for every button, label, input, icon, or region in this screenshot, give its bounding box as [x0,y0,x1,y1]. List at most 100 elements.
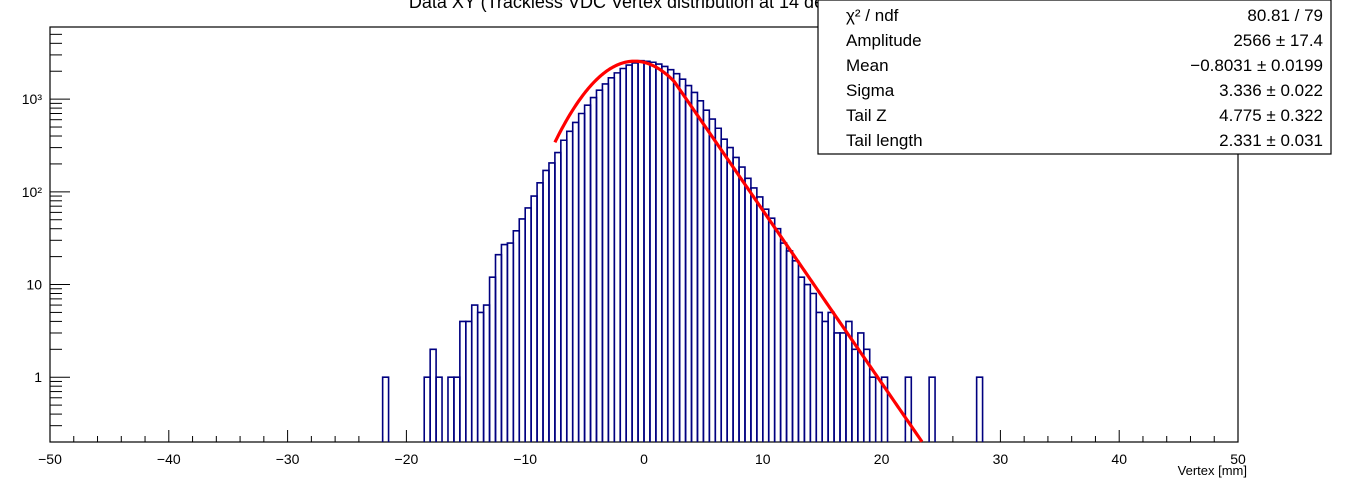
histogram-bin [536,182,544,442]
histogram-bin [577,112,586,442]
histogram-bin [744,177,752,442]
histogram-bin [381,376,390,442]
stats-value: 2566 ± 17.4 [1233,31,1323,50]
histogram-bin [631,62,639,442]
histogram-bin [708,118,717,442]
histogram-bin [429,348,437,442]
histogram-bin [643,60,651,442]
histogram-bin [560,139,568,442]
x-tick-label: 0 [640,451,648,467]
histogram-bin [702,109,711,442]
histogram-bin [750,187,758,442]
histogram-bin [839,332,847,442]
histogram-bin [880,376,889,442]
histogram-bin [815,311,823,442]
histogram-bin [447,376,455,442]
histogram-bin [773,227,782,442]
histogram-bin [453,376,461,442]
histogram-bin [494,253,503,442]
histogram-bin [637,59,645,442]
histogram-bin [928,376,936,442]
histogram-bin [738,166,746,442]
y-tick-label: 1 [34,369,42,385]
histogram-bin [762,208,770,442]
histogram-bin [821,320,829,442]
histogram-bin [672,72,681,442]
histogram-bin [500,243,509,442]
x-tick-label: 30 [993,451,1009,467]
histogram-bin [696,99,705,442]
histogram-bin [661,65,669,442]
y-tick-label: 10³ [22,91,43,107]
histogram-bin [649,61,657,442]
histogram-bin [423,376,431,442]
x-tick-label: 20 [874,451,890,467]
histogram-bin [435,376,443,442]
histogram-bin [827,311,835,442]
stats-label: Sigma [846,81,895,100]
histogram-bin [868,376,877,442]
histogram-bin [554,151,562,442]
histogram-bin [779,242,788,442]
stats-label: Tail length [846,131,923,150]
histogram-bin [975,376,984,442]
histogram-bin [756,196,764,442]
histogram-bin [488,276,497,442]
y-tick-label: 10² [22,184,43,200]
histogram-bin [583,104,592,442]
stats-value: 3.336 ± 0.022 [1219,81,1323,100]
stats-value: 80.81 / 79 [1247,6,1323,25]
stats-value: 4.775 ± 0.322 [1219,106,1323,125]
histogram-bin [530,195,538,442]
histogram-bin [904,376,913,442]
chart-title: Data XY (Trackless VDC Vertex distributi… [409,0,881,12]
x-tick-label: 50 [1230,451,1246,467]
x-tick-label: −20 [395,451,419,467]
histogram-bin [767,217,776,442]
stats-label: Mean [846,56,889,75]
histogram-bin [595,89,604,442]
histogram-bin [803,283,812,442]
histogram-bin [797,276,806,442]
stats-label: Amplitude [846,31,922,50]
histogram-bin [655,63,663,442]
x-tick-label: 40 [1111,451,1127,467]
x-tick-label: −10 [513,451,537,467]
histogram-bin [726,146,734,442]
histogram-bin [607,76,616,442]
histogram-bin [625,64,633,442]
histogram-bin [465,320,473,442]
histogram-bin [524,207,532,442]
histogram-bin [613,72,622,442]
stats-box [817,0,1332,155]
x-axis-label: Vertex [mm] [1178,463,1247,478]
x-tick-label: 10 [755,451,771,467]
x-tick-label: −50 [38,451,62,467]
histogram-bin [589,96,598,442]
histogram-bin [678,78,687,442]
stats-value: 2.331 ± 0.031 [1219,131,1323,150]
fit-curve [553,59,924,443]
histogram-bin [470,304,479,442]
histogram-bin [518,218,526,442]
x-tick-label: −40 [157,451,181,467]
histogram-bin [482,304,491,442]
histogram-bin [601,83,610,442]
x-tick-label: −30 [276,451,300,467]
histogram-bin [512,229,521,442]
histogram-bin [720,138,728,442]
histogram-bin [542,169,550,442]
histogram-bin [732,156,740,442]
y-tick-label: 10 [26,277,42,293]
histogram-bin [785,250,794,442]
stats-label: χ² / ndf [846,6,899,25]
histogram-bin [791,260,800,442]
histogram-bin [833,332,841,442]
histogram-bin [565,130,574,442]
histogram-bin [506,242,515,442]
histogram-bin [476,311,485,442]
histogram-bin [619,67,627,442]
histogram-bin [666,68,675,442]
